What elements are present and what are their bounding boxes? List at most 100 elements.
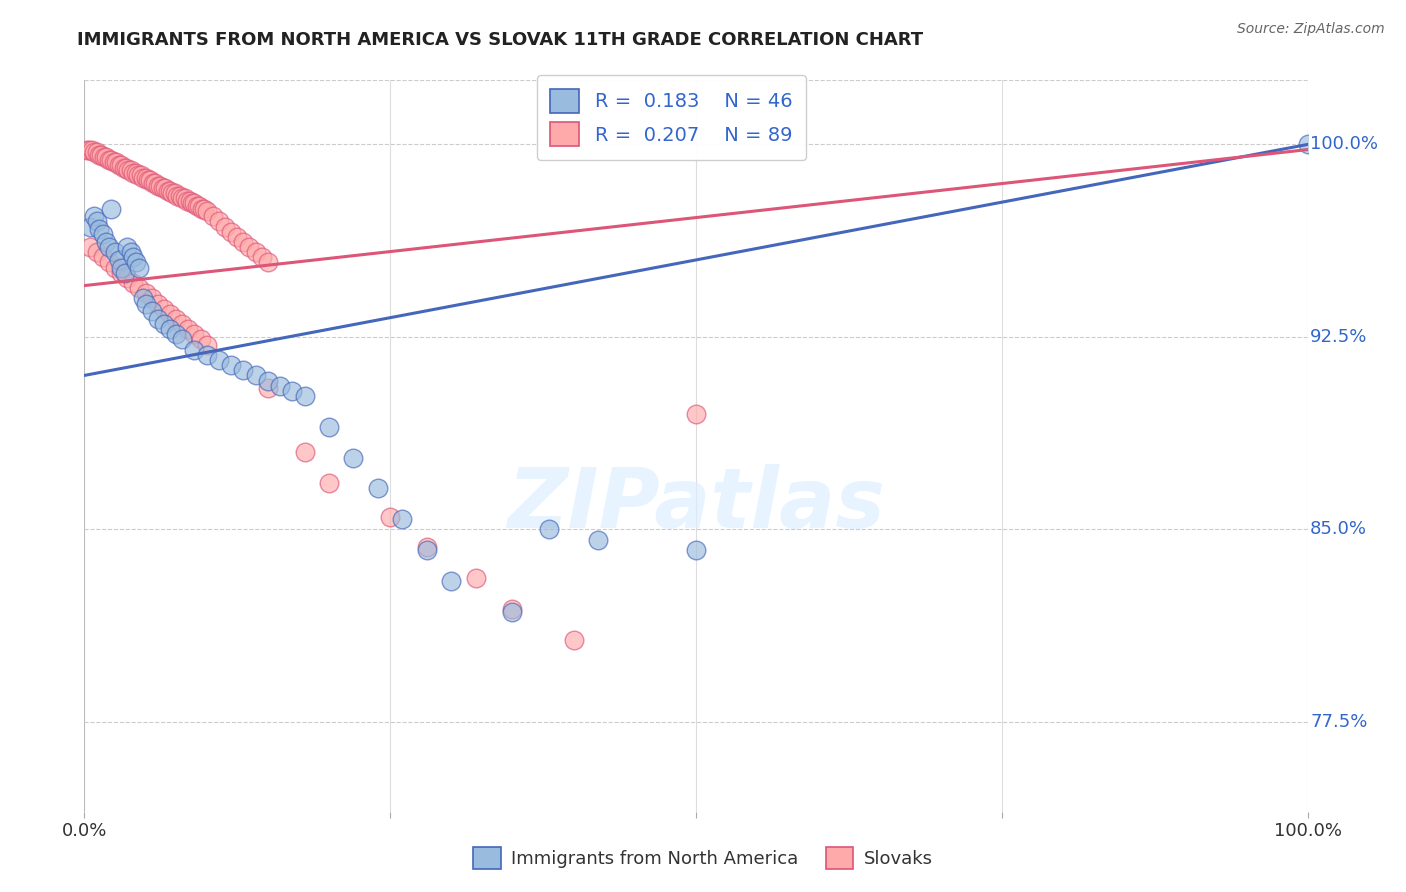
- Point: [97, 255, 120, 269]
- Point: [129, 168, 152, 182]
- Point: [226, 230, 249, 244]
- Point: [135, 296, 157, 310]
- Legend: Immigrants from North America, Slovaks: Immigrants from North America, Slovaks: [467, 839, 939, 876]
- Point: [538, 523, 561, 537]
- Point: [367, 481, 389, 495]
- Point: [162, 186, 184, 201]
- Point: [100, 153, 122, 167]
- Point: [122, 251, 145, 265]
- Point: [76, 143, 98, 157]
- Point: [135, 170, 157, 185]
- Point: [93, 150, 115, 164]
- Point: [294, 389, 316, 403]
- Point: [165, 327, 187, 342]
- Point: [219, 225, 242, 239]
- Point: [181, 196, 204, 211]
- Point: [110, 158, 132, 172]
- Point: [257, 381, 280, 395]
- Point: [142, 176, 165, 190]
- Point: [166, 188, 188, 202]
- Point: [250, 251, 273, 265]
- Point: [128, 281, 150, 295]
- Text: IMMIGRANTS FROM NORTH AMERICA VS SLOVAK 11TH GRADE CORRELATION CHART: IMMIGRANTS FROM NORTH AMERICA VS SLOVAK …: [77, 31, 924, 49]
- Point: [195, 204, 218, 219]
- Point: [156, 184, 179, 198]
- Point: [125, 166, 148, 180]
- Point: [146, 178, 169, 193]
- Point: [201, 209, 224, 223]
- Point: [86, 145, 108, 160]
- Text: 92.5%: 92.5%: [1310, 328, 1368, 346]
- Point: [128, 260, 150, 275]
- Point: [86, 214, 108, 228]
- Point: [80, 143, 103, 157]
- Point: [195, 348, 218, 362]
- Point: [90, 147, 112, 161]
- Point: [107, 158, 129, 172]
- Point: [172, 191, 194, 205]
- Point: [318, 419, 340, 434]
- Point: [120, 163, 142, 178]
- Point: [172, 317, 194, 331]
- Point: [153, 301, 176, 316]
- Point: [96, 235, 118, 249]
- Point: [257, 255, 280, 269]
- Point: [107, 252, 129, 267]
- Point: [103, 155, 125, 169]
- Point: [391, 512, 413, 526]
- Point: [232, 235, 254, 249]
- Point: [183, 327, 205, 342]
- Point: [136, 173, 159, 187]
- Point: [318, 476, 340, 491]
- Point: [115, 240, 138, 254]
- Point: [77, 143, 100, 157]
- Point: [219, 358, 242, 372]
- Point: [139, 173, 162, 187]
- Point: [191, 202, 214, 216]
- Point: [86, 245, 108, 260]
- Point: [502, 605, 524, 619]
- Point: [245, 245, 267, 260]
- Point: [172, 333, 194, 347]
- Point: [159, 322, 181, 336]
- Text: 77.5%: 77.5%: [1310, 713, 1368, 731]
- Point: [100, 202, 122, 216]
- Point: [122, 276, 145, 290]
- Point: [104, 245, 127, 260]
- Point: [193, 202, 215, 216]
- Point: [502, 602, 524, 616]
- Point: [96, 150, 118, 164]
- Point: [159, 307, 181, 321]
- Point: [91, 227, 114, 242]
- Point: [149, 178, 172, 193]
- Point: [245, 368, 267, 383]
- Point: [186, 199, 208, 213]
- Point: [110, 260, 132, 275]
- Point: [153, 181, 176, 195]
- Point: [127, 168, 149, 182]
- Point: [163, 186, 186, 201]
- Point: [232, 363, 254, 377]
- Point: [146, 296, 169, 310]
- Point: [122, 166, 145, 180]
- Point: [141, 304, 163, 318]
- Point: [562, 632, 585, 647]
- Point: [104, 260, 127, 275]
- Text: 100.0%: 100.0%: [1310, 136, 1378, 153]
- Point: [125, 255, 148, 269]
- Point: [188, 199, 211, 213]
- Point: [183, 343, 205, 357]
- Point: [115, 161, 138, 175]
- Point: [112, 161, 135, 175]
- Point: [143, 176, 166, 190]
- Point: [83, 209, 105, 223]
- Point: [416, 541, 439, 555]
- Point: [294, 445, 316, 459]
- Point: [152, 181, 174, 195]
- Point: [176, 194, 198, 208]
- Point: [110, 266, 132, 280]
- Point: [173, 191, 195, 205]
- Point: [416, 543, 439, 558]
- Point: [685, 407, 707, 421]
- Point: [117, 163, 139, 178]
